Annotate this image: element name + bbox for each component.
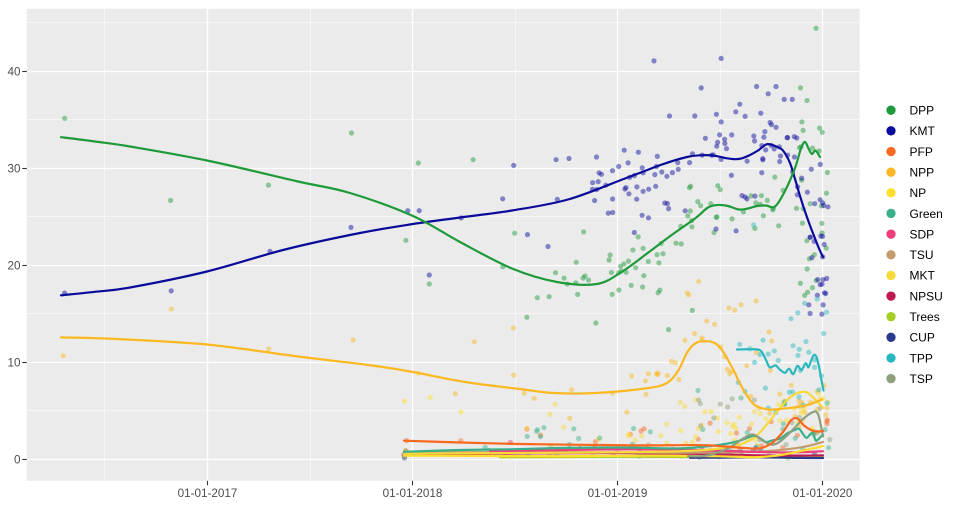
svg-text:40: 40 — [7, 66, 21, 79]
svg-text:TPP: TPP — [910, 351, 933, 365]
svg-text:TSU: TSU — [910, 248, 934, 262]
svg-text:CUP: CUP — [910, 331, 935, 345]
svg-text:PFP: PFP — [910, 145, 933, 159]
svg-text:Trees: Trees — [910, 310, 940, 324]
svg-text:NP: NP — [910, 186, 927, 200]
svg-text:NPP: NPP — [910, 166, 935, 180]
svg-text:01-01-2017: 01-01-2017 — [178, 487, 238, 500]
svg-text:01-01-2018: 01-01-2018 — [383, 487, 443, 500]
svg-text:SDP: SDP — [910, 227, 935, 241]
svg-text:KMT: KMT — [910, 124, 936, 138]
svg-text:MKT: MKT — [910, 269, 936, 283]
svg-text:NPSU: NPSU — [910, 289, 943, 303]
svg-text:Green: Green — [910, 207, 943, 221]
svg-text:20: 20 — [7, 260, 21, 273]
svg-text:TSP: TSP — [910, 372, 933, 386]
svg-text:01-01-2019: 01-01-2019 — [588, 487, 648, 500]
svg-text:0: 0 — [14, 454, 21, 467]
svg-text:10: 10 — [7, 357, 21, 370]
svg-text:DPP: DPP — [910, 104, 935, 118]
svg-text:30: 30 — [7, 163, 21, 176]
svg-text:01-01-2020: 01-01-2020 — [793, 487, 853, 500]
